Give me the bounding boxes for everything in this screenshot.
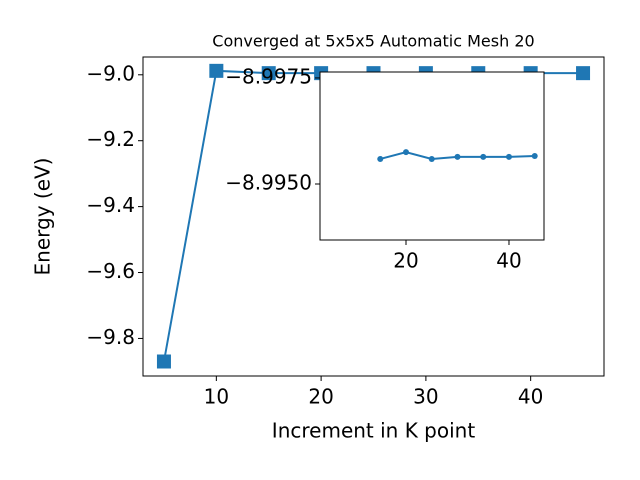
y-tick-label: −8.9975 bbox=[225, 64, 312, 88]
marker bbox=[377, 155, 384, 162]
x-tick-label: 10 bbox=[204, 385, 229, 409]
chart-title: Converged at 5x5x5 Automatic Mesh 20 bbox=[212, 32, 534, 51]
marker bbox=[428, 155, 435, 162]
marker bbox=[480, 153, 487, 160]
axes-frame bbox=[142, 56, 605, 377]
y-tick-label: −8.9950 bbox=[225, 171, 312, 195]
x-tick-label: 40 bbox=[496, 249, 521, 273]
axes-frame bbox=[319, 71, 545, 241]
x-tick-label: 30 bbox=[413, 385, 438, 409]
marker bbox=[505, 153, 512, 160]
x-tick-label: 20 bbox=[308, 385, 333, 409]
y-tick-label: −9.4 bbox=[86, 193, 135, 217]
marker bbox=[576, 66, 591, 81]
y-axis-label: Energy (eV) bbox=[31, 158, 55, 276]
x-tick-label: 20 bbox=[393, 249, 418, 273]
x-axis-label: Increment in K point bbox=[272, 419, 476, 443]
y-tick-label: −9.0 bbox=[86, 61, 135, 85]
y-tick-label: −9.8 bbox=[86, 325, 135, 349]
marker bbox=[261, 66, 276, 81]
marker bbox=[531, 153, 538, 159]
marker bbox=[454, 153, 461, 160]
plot-group bbox=[377, 149, 538, 162]
x-tick-label: 40 bbox=[518, 385, 543, 409]
y-tick-label: −9.2 bbox=[86, 127, 135, 151]
marker bbox=[402, 149, 409, 156]
y-tick-label: −9.6 bbox=[86, 259, 135, 283]
marker bbox=[209, 63, 224, 78]
marker bbox=[156, 354, 171, 369]
